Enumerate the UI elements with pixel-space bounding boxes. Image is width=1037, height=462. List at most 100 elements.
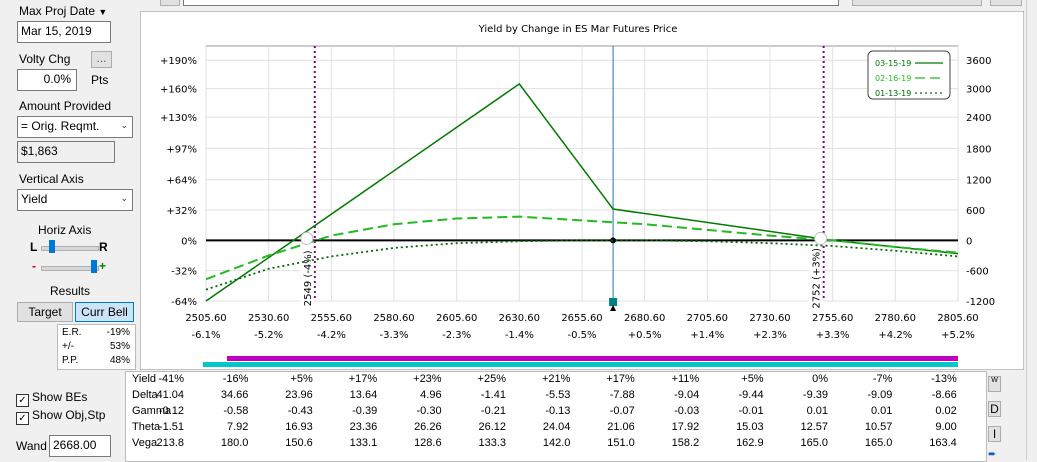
show-bes-checkbox[interactable]: ✓ Show BEs [16, 390, 87, 407]
i-icon: I [992, 427, 997, 441]
stat-label: E.R. [62, 327, 82, 338]
breakeven-label: 2549 (-4%) [303, 250, 314, 306]
zoom-slider-track[interactable] [41, 266, 99, 271]
series-line-dotted [205, 239, 959, 291]
top-small-button[interactable] [160, 0, 180, 6]
yield-chart[interactable]: Yield by Change in ES Mar Futures Price … [140, 11, 1024, 370]
table-cell: -9.44 [738, 389, 764, 401]
chart-series [205, 82, 959, 302]
table-cell: -9.09 [867, 389, 893, 401]
stat-label: +/- [62, 341, 74, 352]
y-right-tick-label: -1200 [966, 297, 995, 308]
side-button-i[interactable]: I [988, 426, 1001, 442]
x-pct-label: +0.5% [628, 330, 662, 341]
vertical-axis-select[interactable]: Yield ⌄ [17, 189, 133, 211]
y-right-tick-label: 3600 [966, 56, 991, 67]
table-cell: -1.51 [158, 421, 184, 433]
volty-chg-button[interactable]: ... [91, 51, 112, 68]
table-cell: 151.0 [607, 437, 635, 449]
plus-label: + [99, 259, 107, 273]
magenta-bar [227, 356, 958, 361]
x-tick-label: 2655.60 [561, 313, 602, 324]
lr-slider-track[interactable] [41, 246, 99, 251]
side-button-w[interactable]: W [988, 376, 1001, 392]
table-cell: +21% [541, 373, 571, 385]
breakeven-label-bg [299, 251, 314, 304]
wand-label: Wand [16, 439, 47, 453]
legend-label: 02-16-19 [875, 74, 911, 83]
wand-field[interactable]: 2668.00 [49, 435, 111, 457]
table-cell: 12.57 [800, 421, 828, 433]
range-bars [203, 356, 958, 367]
table-cell: -7% [872, 373, 893, 385]
table-cell: 150.6 [285, 437, 313, 449]
lr-slider-thumb[interactable] [49, 240, 55, 253]
amount-provided-value: = Orig. Reqmt. [21, 119, 100, 133]
show-bes-label: Show BEs [32, 390, 88, 404]
table-cell: 23.96 [285, 389, 313, 401]
table-cell: 16.93 [285, 421, 313, 433]
x-tick-label: 2580.60 [373, 313, 414, 324]
y-right-tick-label: 1800 [966, 144, 991, 155]
chevron-down-icon: ⌄ [120, 120, 128, 130]
table-cell: -41% [158, 373, 184, 385]
x-tick-label: 2805.60 [937, 313, 978, 324]
x-tick-label: 2705.60 [687, 313, 728, 324]
table-cell: -1.41 [480, 389, 506, 401]
table-cell: -8.66 [931, 389, 957, 401]
table-cell: -9.04 [674, 389, 700, 401]
dropdown-arrow-icon[interactable]: ▼ [98, 7, 108, 17]
table-cell: 10.57 [864, 421, 893, 433]
table-row-label: Vega [132, 437, 158, 449]
stat-value: -19% [106, 327, 130, 338]
table-cell: -0.12 [158, 405, 184, 417]
top-right-button[interactable] [852, 0, 982, 6]
legend-label: 03-15-19 [875, 59, 911, 68]
x-tick-label: 2780.60 [875, 313, 916, 324]
table-cell: -0.39 [352, 405, 378, 417]
table-cell: 13.64 [349, 389, 378, 401]
top-input-strip[interactable] [183, 0, 839, 6]
table-cell: 0% [812, 373, 828, 385]
table-cell: 34.66 [220, 389, 249, 401]
x-pct-label: -1.4% [505, 330, 534, 341]
max-proj-date-label[interactable]: Max Proj Date ▼ [19, 4, 107, 18]
chart-title: Yield by Change in ES Mar Futures Price [478, 24, 678, 35]
max-proj-date-field[interactable]: Mar 15, 2019 [17, 21, 111, 43]
table-cell: +17% [606, 373, 635, 385]
breakeven-label-group: 2549 (-4%) [299, 250, 314, 306]
y-left-tick-label: +160% [160, 85, 197, 96]
show-obj-stp-label: Show Obj,Stp [32, 408, 106, 422]
breakeven-circle [814, 231, 828, 245]
x-tick-label: 2730.60 [749, 313, 790, 324]
table-cell: +17% [348, 373, 378, 385]
y-left-tick-label: +190% [160, 56, 197, 67]
target-button[interactable]: Target [17, 302, 73, 322]
y-right-tick-label: 600 [966, 206, 985, 217]
table-row-label: Gamma [132, 405, 172, 417]
chevron-down-icon: ⌄ [120, 193, 128, 203]
side-button-d[interactable]: D [988, 401, 1001, 417]
zoom-slider-thumb[interactable] [91, 260, 97, 273]
table-cell: +11% [671, 373, 700, 385]
x-tick-label: 2755.60 [812, 313, 853, 324]
top-right-button-2[interactable] [990, 0, 1022, 6]
stats-panel: E.R. -19% +/- 53% P.P. 48% [57, 324, 136, 370]
breakeven-label-bg [808, 251, 823, 304]
show-obj-stp-checkbox[interactable]: ✓ Show Obj,Stp [16, 408, 105, 425]
x-tick-label: 2530.60 [248, 313, 289, 324]
x-pct-label: -0.5% [567, 330, 596, 341]
amount-provided-select[interactable]: = Orig. Reqmt. ⌄ [17, 116, 133, 138]
d-icon: D [990, 402, 999, 416]
y-left-tick-label: +64% [166, 176, 197, 187]
table-cell: 213.8 [156, 437, 184, 449]
current-price-marker [609, 298, 618, 306]
export-arrow-icon[interactable]: ➨ [988, 449, 997, 460]
table-cell: 23.36 [349, 421, 378, 433]
volty-chg-field[interactable]: 0.0% [17, 69, 77, 91]
curr-bell-button[interactable]: Curr Bell [75, 302, 134, 322]
breakeven-circle [300, 231, 314, 245]
table-cell: 142.0 [542, 437, 571, 449]
current-price-dot [610, 237, 617, 244]
table-cell: 26.26 [414, 421, 442, 433]
